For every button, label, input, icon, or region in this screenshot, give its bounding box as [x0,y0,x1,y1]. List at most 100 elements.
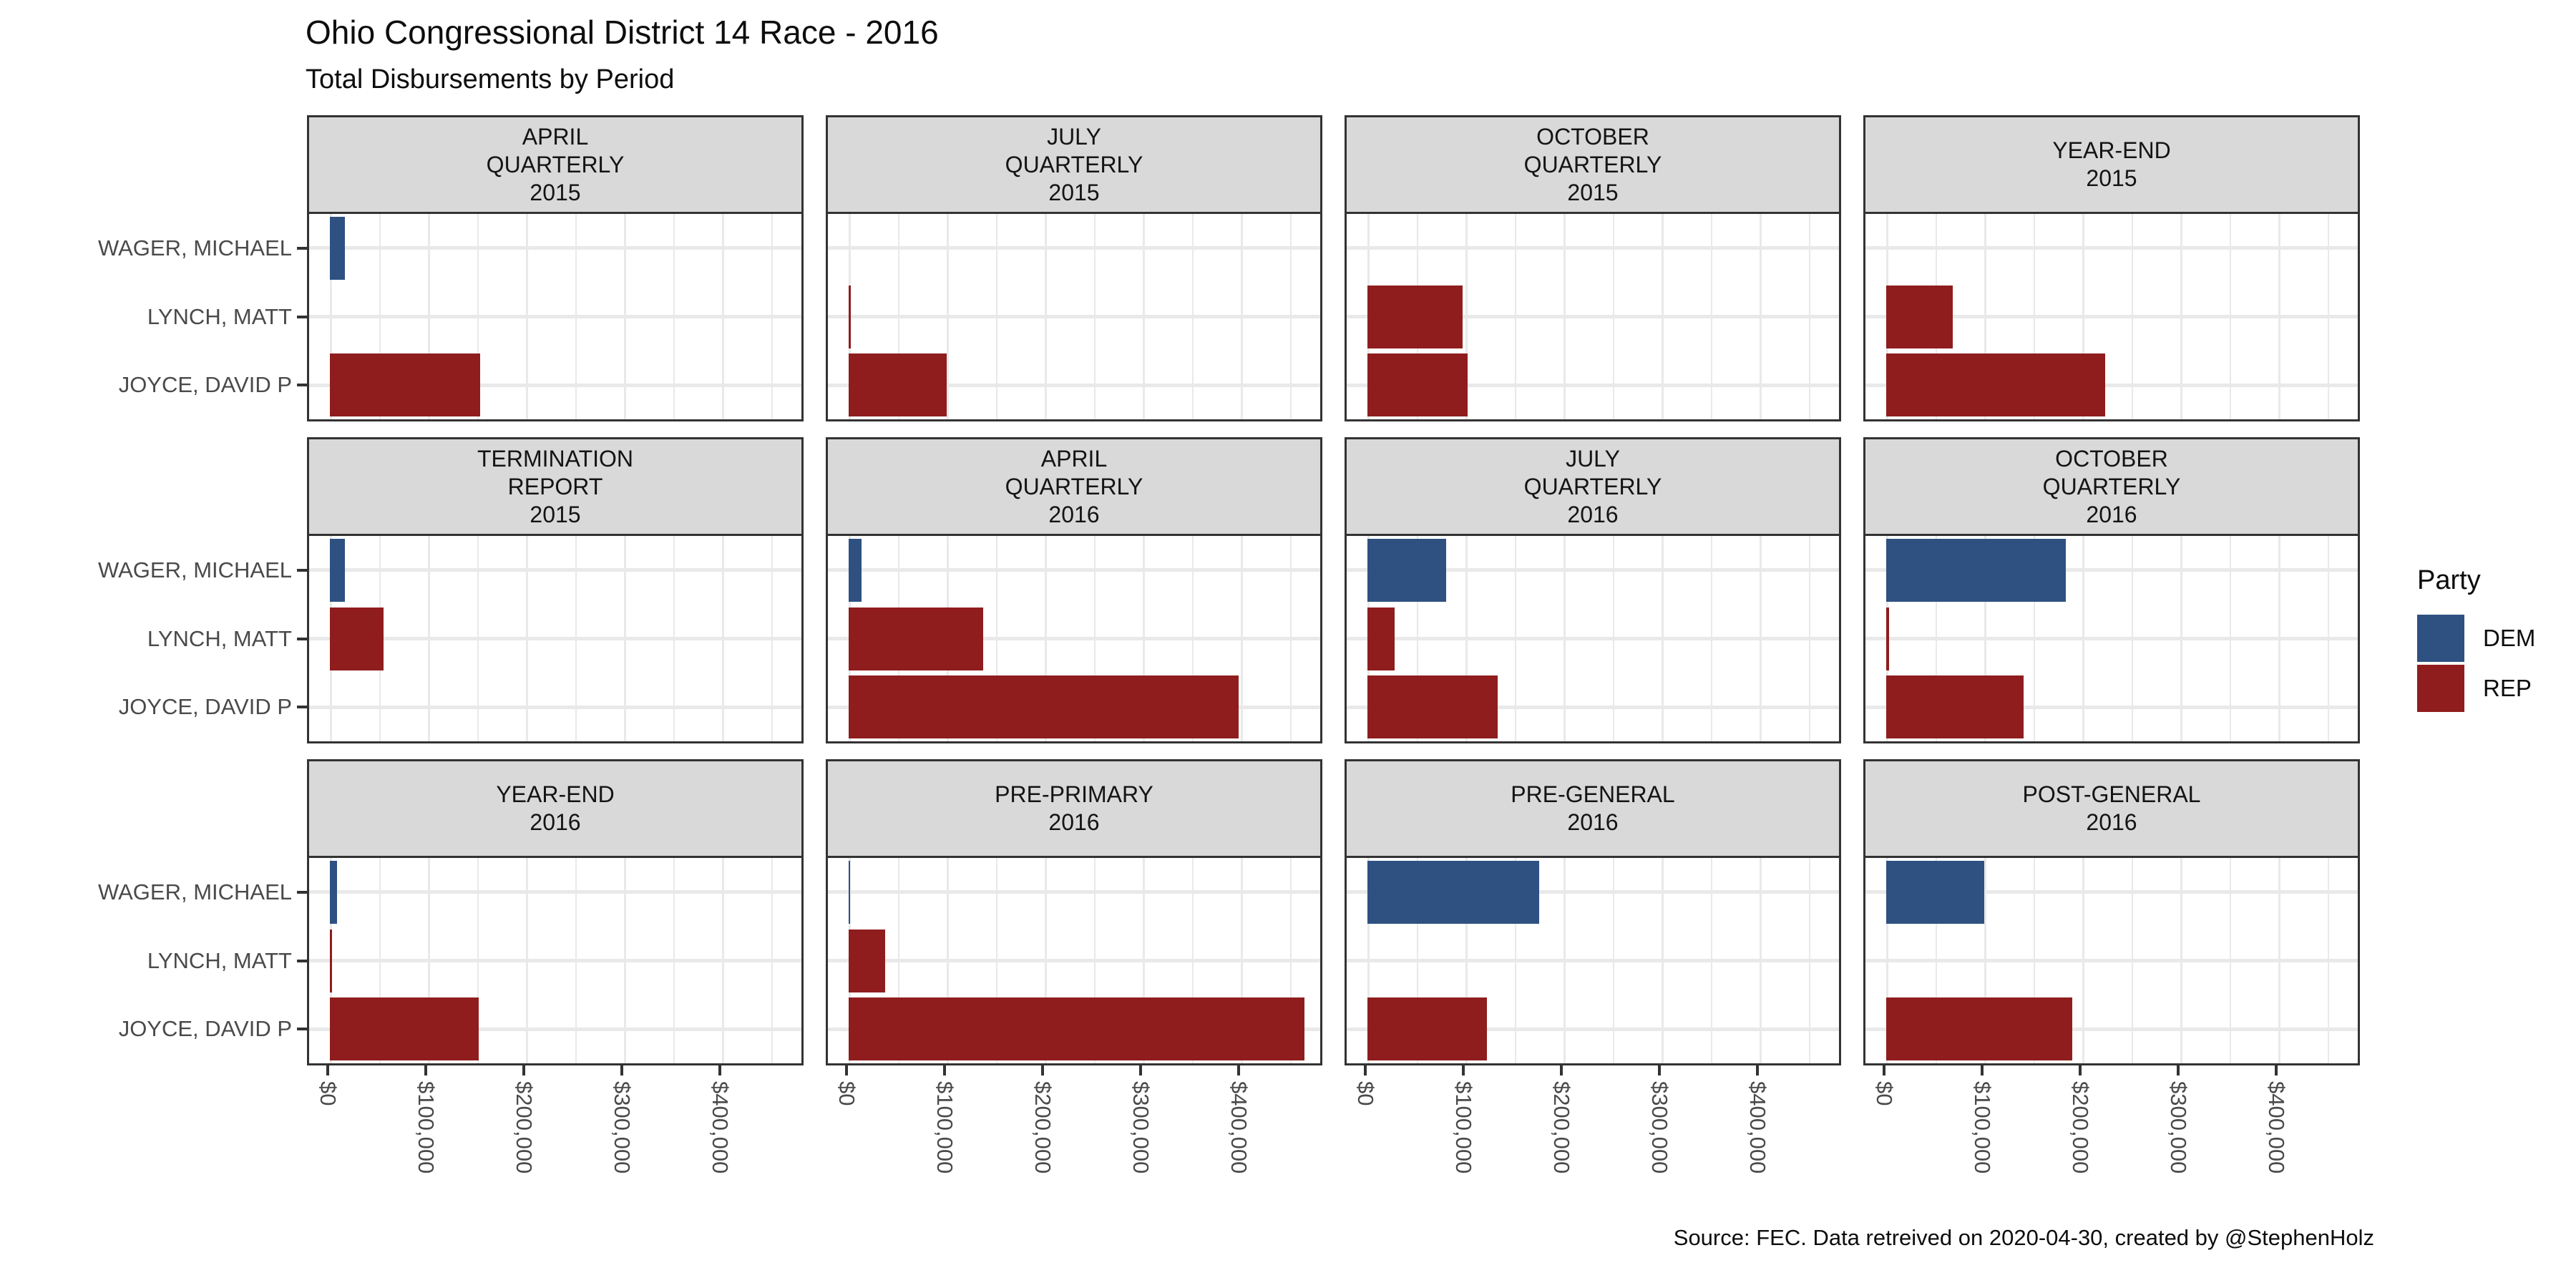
x-axis-tick [1041,1065,1044,1075]
y-axis-tick [297,959,307,962]
facet-panel [1345,214,1841,421]
facet-strip: YEAR-END 2016 [307,759,804,858]
facet-panel [826,214,1322,421]
y-axis-label: LYNCH, MATT [147,625,292,651]
facet-panel [307,858,804,1065]
legend-label-rep: REP [2483,675,2532,701]
x-axis-label: $400,000 [708,1081,733,1174]
bar [1886,997,2073,1061]
grid-line-h [1865,890,2358,894]
facet-strip-label: APRIL [1040,445,1108,472]
y-axis-label: WAGER, MICHAEL [98,235,292,260]
x-axis-label: $100,000 [414,1081,439,1174]
facet-strip-label: 2016 [1567,809,1619,835]
facet-strip: JULY QUARTERLY 2016 [1345,437,1841,536]
grid-line-h [1865,637,2358,640]
grid-line-h [309,315,801,318]
facet-panel [307,536,804,743]
x-axis-label: $100,000 [1970,1081,1995,1174]
x-axis-tick [1981,1065,1984,1075]
facet-strip-label: 2015 [2086,165,2137,191]
facet-strip: PRE-GENERAL 2016 [1345,759,1841,858]
facet-strip-label: QUARTERLY [1005,151,1143,177]
bar [330,607,384,670]
x-axis-tick [1883,1065,1885,1075]
x-axis-label: $0 [1353,1081,1378,1106]
facet-strip-label: 2016 [1048,501,1100,527]
legend-item-rep: REP [2417,665,2535,712]
bar [849,860,850,924]
facet-strip-label: OCTOBER [1536,123,1649,150]
x-axis-tick [718,1065,721,1075]
x-axis-tick [326,1065,329,1075]
grid-line-h [309,383,801,387]
facet-panel [1863,536,2360,743]
facet-strip-label: 2015 [1048,179,1100,205]
bar [849,997,1304,1061]
facet-panel [1863,214,2360,421]
x-axis-tick [2177,1065,2180,1075]
x-axis-label: $200,000 [1549,1081,1574,1174]
grid-line-h [309,568,801,572]
x-axis-label: $0 [834,1081,859,1106]
facet-strip: OCTOBER QUARTERLY 2016 [1863,437,2360,536]
y-axis-label: JOYCE, DAVID P [118,1016,292,1042]
grid-line-h [1865,705,2358,709]
bar [1886,675,2024,739]
facet-panel [826,536,1322,743]
facet-strip-label: QUARTERLY [486,151,625,177]
facet-strip-label: POST-GENERAL [2022,781,2201,807]
legend-label-dem: DEM [2483,625,2536,651]
grid-line-h [828,959,1320,962]
grid-line-h [828,890,1320,894]
bar [330,860,337,924]
y-axis-label: JOYCE, DAVID P [118,694,292,720]
grid-line-h [828,315,1320,318]
legend-title: Party [2417,565,2481,595]
facet-panel [1345,858,1841,1065]
bar [1367,675,1498,739]
y-axis-label: WAGER, MICHAEL [98,879,292,904]
grid-line-h [1865,315,2358,318]
facet-strip-label: OCTOBER [2055,445,2168,472]
facet-strip-label: 2015 [530,501,581,527]
y-axis-label: WAGER, MICHAEL [98,557,292,582]
x-axis-tick [2275,1065,2278,1075]
x-axis-tick [943,1065,946,1075]
facet-strip: POST-GENERAL 2016 [1863,759,2360,858]
facet-strip: YEAR-END 2015 [1863,115,2360,214]
grid-line-h [1347,959,1839,962]
x-axis-tick [522,1065,525,1075]
facet-strip-label: 2016 [530,809,581,835]
facet-panel [826,858,1322,1065]
facet-strip-label: JULY [1047,123,1101,150]
x-axis-label: $0 [316,1081,341,1106]
x-axis-label: $300,000 [1647,1081,1672,1174]
bar [849,353,947,417]
legend-item-dem: DEM [2417,615,2535,662]
grid-line-h [828,568,1320,572]
y-axis-tick [297,706,307,709]
facet-strip: JULY QUARTERLY 2015 [826,115,1322,214]
facet-strip-label: 2016 [2086,809,2137,835]
bar [1886,285,1953,348]
facet-strip-label: REPORT [507,473,603,499]
facet-strip-label: PRE-GENERAL [1511,781,1675,807]
bar [849,607,983,670]
bar [1367,860,1539,924]
facet-strip: TERMINATION REPORT 2015 [307,437,804,536]
x-axis-label: $400,000 [1745,1081,1770,1174]
bar [1367,538,1446,602]
x-axis-tick [2079,1065,2082,1075]
x-axis-tick [1139,1065,1142,1075]
x-axis-label: $300,000 [2166,1081,2191,1174]
bar [1367,285,1463,348]
facet-strip-label: PRE-PRIMARY [995,781,1153,807]
bar [1367,353,1468,417]
grid-line-h [1347,315,1839,318]
x-axis-label: $200,000 [1030,1081,1055,1174]
facet-strip-label: YEAR-END [496,781,615,807]
facet-strip: APRIL QUARTERLY 2015 [307,115,804,214]
x-axis-label: $0 [1872,1081,1897,1106]
